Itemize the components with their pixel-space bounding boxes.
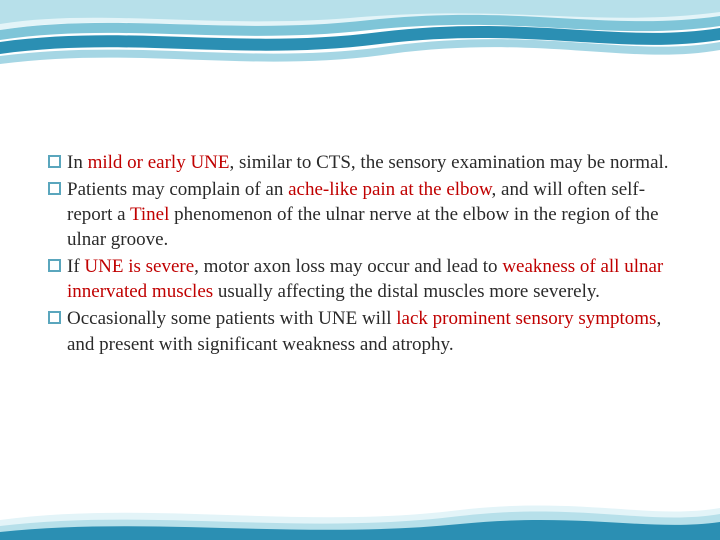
- top-wave-decoration: [0, 0, 720, 90]
- bullet-square-icon: [48, 182, 61, 195]
- bullet-text: If UNE is severe, motor axon loss may oc…: [67, 254, 672, 304]
- bullet-text: In mild or early UNE, similar to CTS, th…: [67, 150, 672, 175]
- bullet-square-icon: [48, 155, 61, 168]
- bullet-square-icon: [48, 259, 61, 272]
- bottom-wave-decoration: [0, 480, 720, 540]
- bullet-text: Occasionally some patients with UNE will…: [67, 306, 672, 356]
- slide-body: In mild or early UNE, similar to CTS, th…: [48, 150, 672, 359]
- bullet-item: Occasionally some patients with UNE will…: [48, 306, 672, 356]
- bullet-item: In mild or early UNE, similar to CTS, th…: [48, 150, 672, 175]
- bullet-text: Patients may complain of an ache-like pa…: [67, 177, 672, 252]
- slide: In mild or early UNE, similar to CTS, th…: [0, 0, 720, 540]
- bullet-item: Patients may complain of an ache-like pa…: [48, 177, 672, 252]
- bullet-item: If UNE is severe, motor axon loss may oc…: [48, 254, 672, 304]
- bullet-square-icon: [48, 311, 61, 324]
